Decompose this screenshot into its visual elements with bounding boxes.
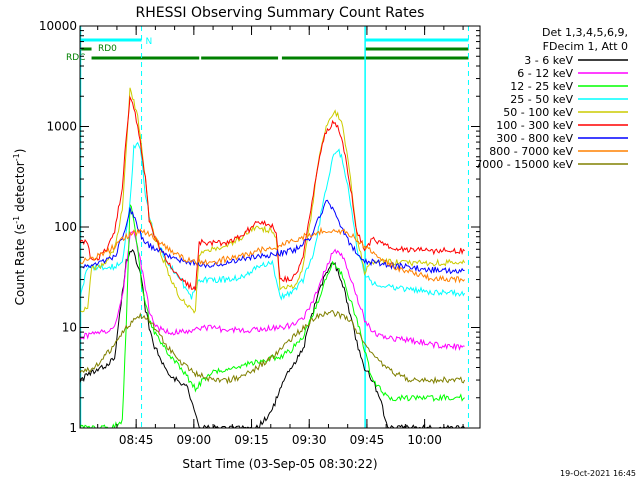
series-line-2: [80, 231, 465, 352]
y-tick-label: 100: [54, 220, 77, 234]
series-line-7: [80, 199, 465, 275]
y-axis-ticks: 1 10 100 1000 10000: [39, 19, 480, 435]
x-tick-label: 09:45: [350, 433, 385, 447]
x-tick-label: 10:00: [407, 433, 442, 447]
x-axis-ticks: 08:45 09:00 09:15 09:30 09:45 10:00: [97, 26, 464, 447]
legend-label: 6 - 12 keV: [517, 67, 573, 80]
legend-label: 300 - 800 keV: [496, 132, 573, 145]
flag-bars: N RD0 RDC: [66, 37, 469, 63]
x-tick-label: 09:15: [234, 433, 269, 447]
legend-label: 25 - 50 keV: [510, 93, 573, 106]
legend-label: 3 - 6 keV: [524, 54, 573, 67]
legend-label: 800 - 7000 keV: [489, 145, 573, 158]
flag-label-rdc: RDC: [66, 53, 85, 63]
y-tick-label: 10: [62, 321, 77, 335]
series-line-9: [80, 310, 466, 385]
series-line-6: [80, 95, 465, 291]
legend-label: 12 - 25 keV: [510, 80, 573, 93]
legend-header-line-2: FDecim 1, Att 0: [543, 40, 628, 53]
legend-header-line-1: Det 1,3,4,5,6,9,: [542, 26, 628, 39]
x-tick-label: 09:30: [292, 433, 327, 447]
plot-area: [80, 87, 466, 428]
x-tick-label: 09:00: [177, 433, 212, 447]
y-tick-label: 1: [69, 421, 77, 435]
series-line-8: [80, 226, 465, 284]
series-line-4: [80, 141, 466, 301]
legend-label: 7000 - 15000 keV: [475, 158, 573, 171]
y-axis-label: Count Rate (s-1 detector-1): [12, 149, 27, 306]
timestamp: 19-Oct-2021 16:45: [560, 469, 636, 478]
y-tick-label: 1000: [46, 120, 77, 134]
legend-label: 50 - 100 keV: [503, 106, 573, 119]
x-tick-label: 08:45: [119, 433, 154, 447]
x-axis-label: Start Time (03-Sep-05 08:30:22): [182, 457, 377, 471]
chart-title: RHESSI Observing Summary Count Rates: [136, 5, 425, 21]
flag-label-rd0: RD0: [98, 44, 117, 54]
flag-label-n: N: [146, 37, 153, 47]
legend-label: 100 - 300 keV: [496, 119, 573, 132]
y-tick-label: 10000: [39, 19, 77, 33]
